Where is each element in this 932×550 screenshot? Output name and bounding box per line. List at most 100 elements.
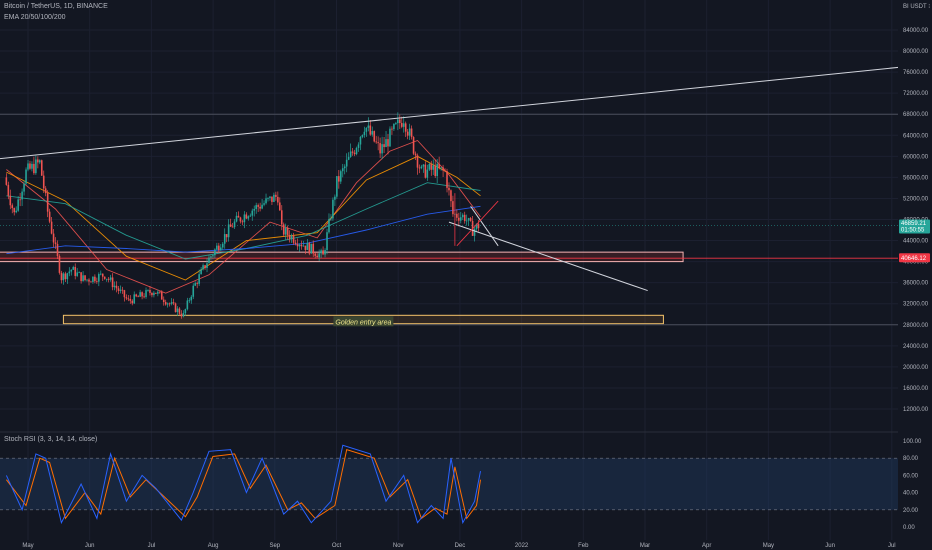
candle-body	[7, 184, 10, 196]
candle-body	[200, 269, 202, 275]
candle-body	[412, 137, 415, 154]
candle-body	[334, 196, 336, 200]
candle-body	[310, 243, 313, 254]
candle-body	[361, 135, 364, 137]
candles	[5, 112, 480, 319]
candle-body	[286, 227, 289, 235]
candle-body	[105, 278, 108, 280]
candle-body	[436, 163, 438, 177]
candle-body	[227, 224, 230, 238]
trendline-4	[456, 200, 499, 247]
candle-body	[477, 223, 480, 229]
trendline-3	[470, 206, 499, 247]
candle-body	[35, 159, 37, 174]
candle-body	[157, 291, 159, 294]
candle-body	[56, 243, 59, 256]
candle-body	[351, 151, 354, 153]
candle-body	[341, 168, 344, 172]
currency-label[interactable]: BI USDT ⁝	[903, 4, 931, 10]
stoch-d-line	[6, 448, 481, 520]
candle-body	[420, 166, 423, 169]
candle-body	[365, 127, 368, 132]
candle-body	[282, 224, 285, 235]
candle-body	[208, 257, 210, 264]
price-tick-label: 72000.00	[903, 91, 929, 97]
time-tick-label: Jul	[148, 543, 156, 549]
candle-body	[178, 308, 181, 314]
candle-body	[135, 294, 137, 297]
candle-body	[243, 214, 246, 223]
candle-body	[339, 171, 342, 182]
candle-body	[432, 165, 435, 170]
price-tick-label: 32000.00	[903, 302, 929, 308]
candle-body	[42, 175, 45, 189]
candle-body	[21, 191, 23, 200]
candle-body	[62, 273, 65, 281]
candle-body	[44, 188, 47, 194]
grid	[0, 0, 898, 540]
candle-body	[76, 272, 78, 276]
candle-body	[241, 221, 244, 223]
candle-body	[452, 201, 454, 215]
candle-body	[137, 296, 139, 298]
stoch-legend[interactable]: Stoch RSI (3, 3, 14, 14, close)	[4, 436, 98, 443]
candle-body	[194, 283, 197, 286]
candle-body	[345, 159, 348, 167]
time-tick-label: May	[22, 543, 33, 549]
candle-body	[198, 274, 200, 284]
candle-body	[223, 234, 226, 244]
candle-body	[90, 281, 92, 283]
candle-body	[469, 218, 472, 221]
candle-body	[402, 123, 405, 127]
price-axis-bg	[898, 0, 932, 550]
candle-body	[300, 244, 303, 247]
candle-body	[121, 289, 124, 291]
candle-body	[418, 167, 421, 169]
candle-body	[399, 119, 401, 124]
candle-body	[58, 255, 61, 273]
candle-body	[143, 296, 145, 298]
golden-label-box	[333, 316, 394, 327]
stoch-tick-label: 40.00	[903, 491, 919, 497]
candle-body	[94, 276, 96, 282]
candle-body	[328, 218, 330, 233]
time-tick-label: Apr	[702, 543, 711, 549]
stoch-tick-label: 80.00	[903, 456, 919, 462]
candle-body	[324, 250, 326, 255]
candle-body	[239, 217, 242, 222]
candle-body	[196, 283, 198, 284]
candle-body	[410, 128, 413, 138]
candle-body	[391, 128, 393, 130]
indicator-legend[interactable]: EMA 20/50/100/200	[4, 14, 66, 21]
candle-body	[375, 141, 377, 143]
candle-body	[245, 214, 248, 219]
candle-body	[385, 139, 387, 148]
candle-body	[381, 144, 383, 154]
candle-body	[355, 147, 358, 155]
candle-body	[162, 299, 165, 303]
candle-body	[129, 298, 132, 301]
candle-body	[225, 234, 228, 238]
current-price-badge	[899, 219, 930, 234]
time-tick-label: Sep	[269, 543, 280, 549]
candle-body	[367, 125, 370, 128]
candle-body	[202, 265, 204, 270]
candle-body	[404, 123, 407, 132]
candle-body	[306, 242, 309, 250]
candle-body	[400, 123, 403, 127]
time-tick-label: Aug	[208, 543, 219, 549]
candle-body	[280, 210, 283, 225]
stoch-tick-label: 0.00	[903, 525, 915, 531]
trendline-1	[0, 66, 904, 160]
candle-body	[109, 277, 112, 280]
candle-body	[296, 244, 299, 247]
stoch-k-line	[5, 444, 481, 525]
price-tick-label: 20000.00	[903, 365, 929, 371]
candle-body	[212, 255, 214, 257]
candle-body	[170, 302, 173, 304]
candle-body	[31, 163, 33, 169]
current-price-value: 46859.21	[901, 221, 927, 227]
price-tick-label: 56000.00	[903, 175, 929, 181]
candle-body	[253, 208, 256, 211]
